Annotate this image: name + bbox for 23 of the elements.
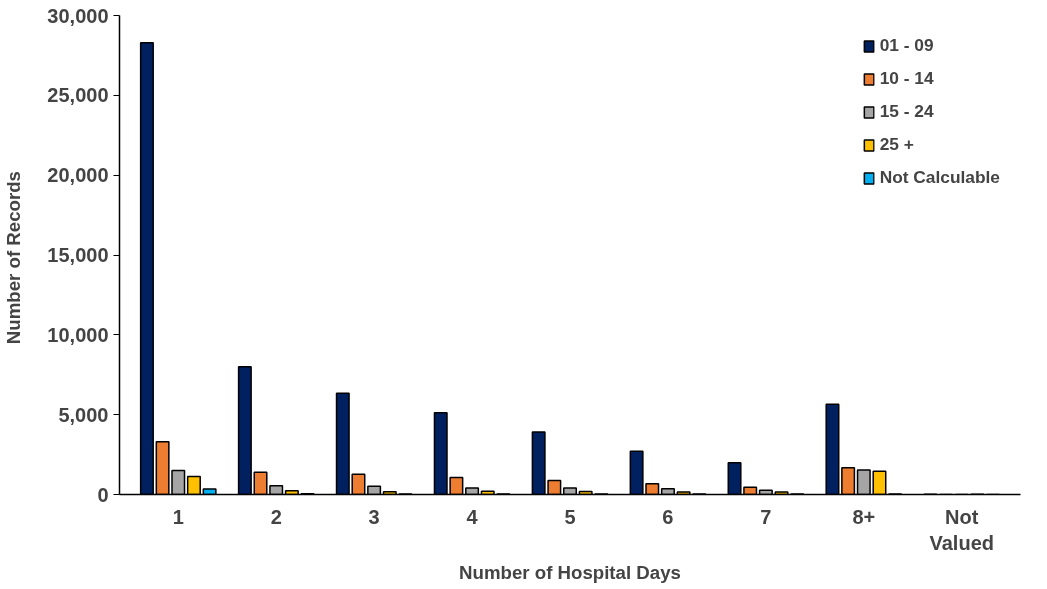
x-tick-label: 6 <box>662 505 674 528</box>
legend-label: 25 + <box>879 134 914 155</box>
y-tick-label: 25,000 <box>47 84 109 107</box>
y-tick-label: 5,000 <box>58 403 109 426</box>
y-axis-title: Number of Records <box>3 171 25 345</box>
x-tick-label: 1 <box>172 505 184 528</box>
legend-label: Not Calculable <box>879 167 1000 188</box>
x-axis-title: Number of Hospital Days <box>459 561 681 583</box>
x-tick-label: 3 <box>368 505 380 528</box>
legend-label: 01 - 09 <box>879 35 934 56</box>
legend-label: 15 - 24 <box>879 101 934 122</box>
x-tick-label: 8+ <box>852 505 876 528</box>
y-tick-label: 0 <box>97 483 109 506</box>
y-tick-label: 15,000 <box>47 244 109 266</box>
y-tick-label: 30,000 <box>47 4 109 27</box>
x-tick-label: Not Valued <box>929 505 994 554</box>
legend-label: 10 - 14 <box>879 68 934 89</box>
y-tick-label: 20,000 <box>47 164 109 187</box>
x-tick-label: 2 <box>270 505 282 528</box>
x-tick-label: 7 <box>760 505 772 528</box>
x-tick-label: 5 <box>564 505 576 528</box>
y-tick-label: 10,000 <box>47 323 109 346</box>
x-tick-label: 4 <box>466 505 479 528</box>
